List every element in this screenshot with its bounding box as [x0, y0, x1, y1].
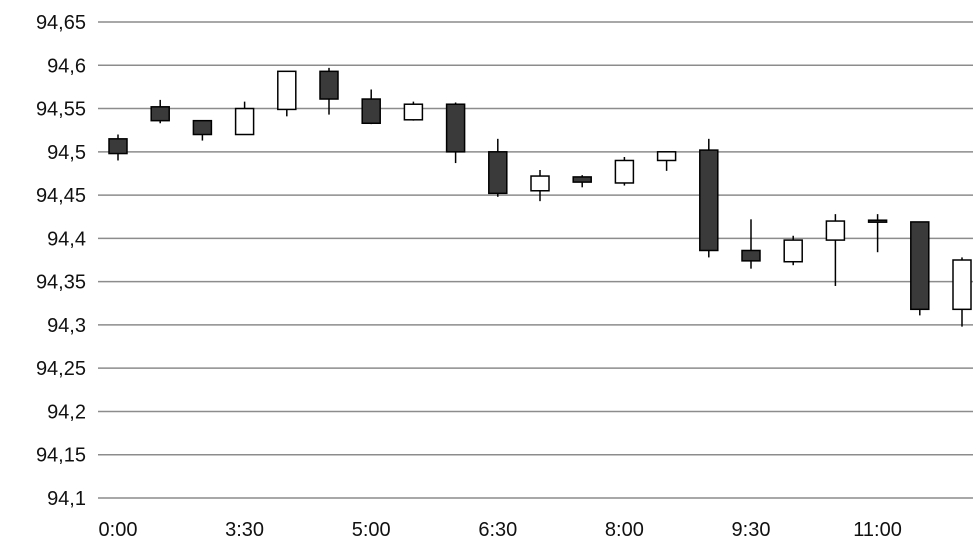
candle-body-up	[656, 151, 677, 162]
y-tick-label: 94,1	[47, 488, 86, 510]
candle	[445, 102, 466, 164]
candle	[783, 235, 803, 266]
candle	[150, 99, 170, 124]
candle	[825, 214, 846, 286]
y-tick-label: 94,35	[36, 272, 86, 294]
y-tick-label: 94,55	[36, 99, 86, 121]
candle-body-up	[783, 239, 803, 263]
gridlines	[98, 21, 973, 499]
candles	[108, 67, 972, 327]
candle-body-up	[614, 159, 635, 184]
candle	[699, 138, 719, 258]
candle	[572, 175, 592, 188]
candle-body-up	[234, 107, 255, 136]
x-tick-label: 9:30	[732, 519, 771, 541]
candle	[656, 151, 677, 171]
candle-body-down	[867, 219, 888, 223]
candle-body-up	[277, 70, 297, 111]
candle	[361, 89, 381, 125]
candle	[614, 157, 635, 186]
candle	[234, 101, 255, 136]
candle-body-down	[150, 106, 170, 122]
x-axis-tick-labels: 0:00 3:30 5:00 6:30 8:00 9:30 11:00	[99, 519, 902, 541]
candle	[403, 101, 424, 121]
candle-body-down	[572, 176, 592, 183]
candle-body-down	[445, 103, 466, 153]
candle-body-down	[741, 249, 761, 262]
candle-body-down	[910, 221, 930, 311]
y-tick-label: 94,3	[47, 315, 86, 337]
y-tick-label: 94,15	[36, 445, 86, 467]
candle-body-down	[108, 138, 128, 155]
x-tick-label: 6:30	[478, 519, 517, 541]
candle	[530, 169, 550, 202]
candle-body-down	[319, 70, 339, 100]
candle	[488, 138, 508, 197]
x-tick-label: 0:00	[99, 519, 138, 541]
candle	[867, 214, 888, 253]
candle-body-down	[699, 149, 719, 252]
y-tick-label: 94,65	[36, 12, 86, 34]
candle-body-up	[403, 103, 424, 121]
candle-body-down	[361, 98, 381, 125]
candle-body-down	[192, 119, 213, 136]
candle-body-up	[952, 259, 972, 311]
x-tick-label: 3:30	[225, 519, 264, 541]
x-tick-label: 11:00	[853, 519, 902, 541]
candle	[192, 119, 213, 141]
y-tick-label: 94,25	[36, 358, 86, 380]
y-tick-label: 94,2	[47, 401, 86, 423]
y-axis-tick-labels: 94,65 94,6 94,55 94,5 94,45 94,4 94,35 94,3 94,2…	[36, 12, 86, 510]
y-tick-label: 94,5	[47, 142, 86, 164]
y-tick-label: 94,4	[47, 228, 86, 250]
candle-body-down	[488, 151, 508, 195]
candle	[108, 134, 128, 161]
candle	[277, 70, 297, 117]
candle	[952, 257, 972, 327]
candle	[910, 221, 930, 316]
y-tick-label: 94,6	[47, 55, 86, 77]
candle-body-up	[825, 220, 846, 241]
x-tick-label: 5:00	[352, 519, 391, 541]
candle	[319, 67, 339, 115]
candle-body-up	[530, 175, 550, 192]
y-tick-label: 94,45	[36, 185, 86, 207]
candle	[741, 219, 761, 269]
x-tick-label: 8:00	[605, 519, 644, 541]
